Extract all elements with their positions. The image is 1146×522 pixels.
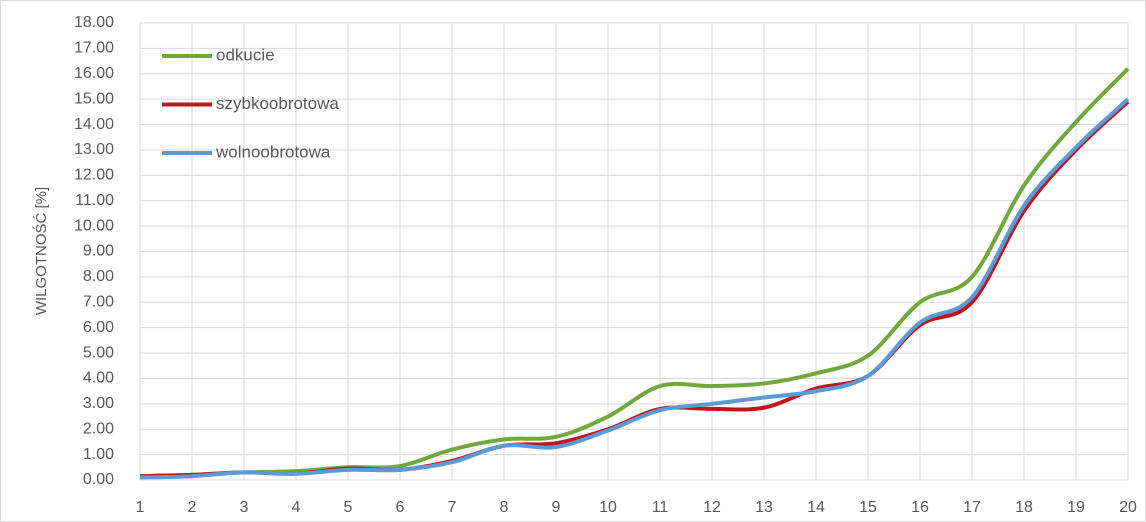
x-tick-label: 19 bbox=[1067, 499, 1085, 516]
x-tick-label: 5 bbox=[344, 499, 353, 516]
x-tick-label: 7 bbox=[448, 499, 457, 516]
y-tick-label: 16.00 bbox=[74, 65, 114, 82]
y-tick-label: 0.00 bbox=[83, 471, 114, 488]
x-tick-label: 18 bbox=[1015, 499, 1033, 516]
y-tick-label: 6.00 bbox=[83, 319, 114, 336]
x-tick-label: 3 bbox=[240, 499, 249, 516]
x-tick-label: 4 bbox=[292, 499, 301, 516]
x-tick-label: 12 bbox=[703, 499, 721, 516]
line-series bbox=[139, 67, 1130, 479]
y-tick-label: 1.00 bbox=[83, 446, 114, 463]
y-tick-label: 2.00 bbox=[83, 420, 114, 437]
y-tick-label: 8.00 bbox=[83, 268, 114, 285]
y-tick-label: 14.00 bbox=[74, 116, 114, 133]
y-tick-label: 7.00 bbox=[83, 293, 114, 310]
y-tick-label: 11.00 bbox=[75, 192, 114, 209]
y-tick-label: 5.00 bbox=[83, 344, 114, 361]
x-tick-label: 16 bbox=[911, 499, 929, 516]
x-tick-label: 10 bbox=[599, 499, 617, 516]
y-tick-label: 12.00 bbox=[74, 167, 114, 184]
y-tick-label: 13.00 bbox=[74, 141, 114, 158]
y-tick-label: 9.00 bbox=[83, 243, 114, 260]
y-tick-label: 18.00 bbox=[74, 14, 114, 31]
y-tick-label: 15.00 bbox=[74, 90, 114, 107]
x-tick-label: 14 bbox=[807, 499, 825, 516]
line-series bbox=[139, 97, 1130, 480]
x-tick-label: 9 bbox=[552, 499, 561, 516]
x-tick-label: 17 bbox=[963, 499, 981, 516]
x-tick-label: 11 bbox=[652, 499, 669, 516]
x-tick-label: 15 bbox=[859, 499, 877, 516]
legend-label: szybkoobrotowa bbox=[216, 94, 339, 113]
x-tick-label: 1 bbox=[136, 499, 145, 516]
x-tick-label: 20 bbox=[1119, 499, 1137, 516]
y-tick-label: 3.00 bbox=[83, 395, 114, 412]
y-tick-label: 10.00 bbox=[74, 217, 114, 234]
y-axis-label: WILGOTNOŚĆ [%] bbox=[32, 187, 50, 315]
y-tick-label: 17.00 bbox=[74, 40, 114, 57]
x-tick-label: 2 bbox=[188, 499, 197, 516]
x-tick-label: 8 bbox=[500, 499, 509, 516]
y-tick-label: 4.00 bbox=[83, 370, 114, 387]
legend-label: odkucie bbox=[216, 45, 275, 64]
legend-label: wolnoobrotowa bbox=[215, 142, 331, 161]
x-tick-label: 6 bbox=[396, 499, 405, 516]
x-tick-label: 13 bbox=[755, 499, 773, 516]
